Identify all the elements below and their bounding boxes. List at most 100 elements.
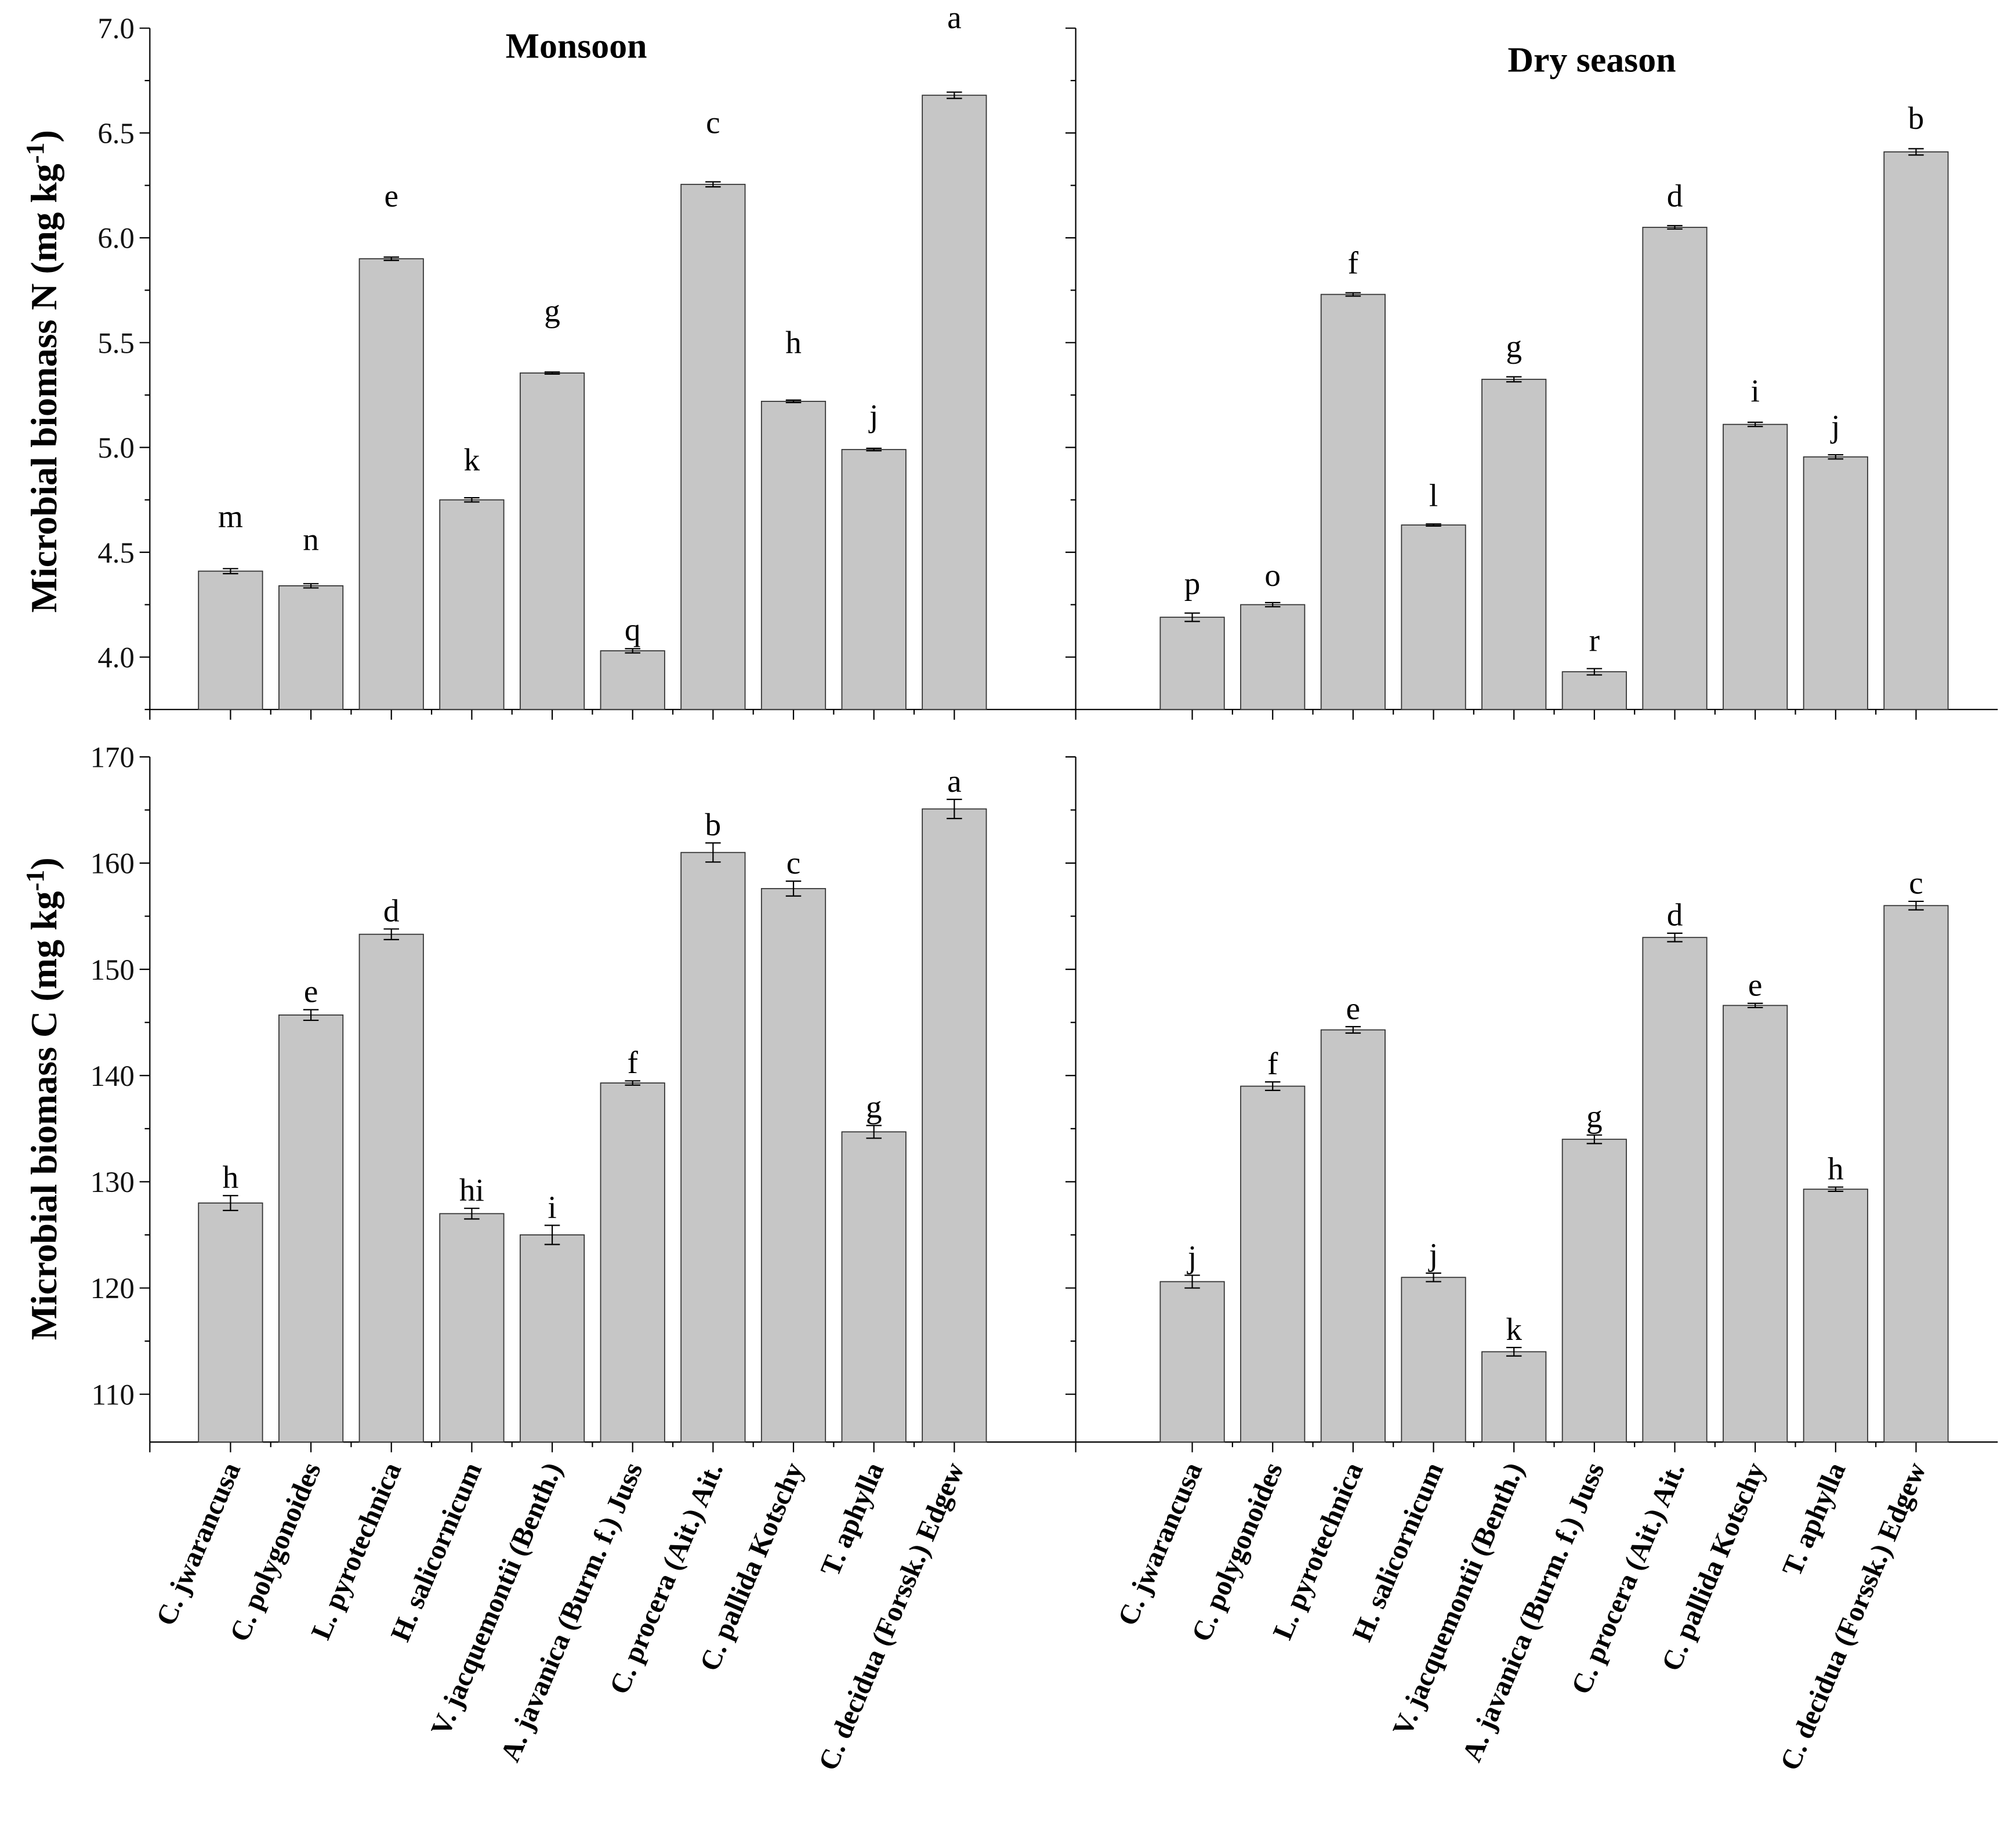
bar — [519, 372, 585, 711]
y-tick-label: 160 — [90, 847, 135, 880]
x-category-label: A. javanica (Burm. f.) Juss — [494, 1458, 648, 1766]
bar — [841, 449, 907, 711]
bar — [1883, 905, 1949, 1443]
significance-letter: j — [1428, 1237, 1438, 1273]
significance-letter: g — [1586, 1099, 1603, 1135]
significance-letter: e — [384, 178, 398, 213]
bar — [1320, 293, 1386, 711]
significance-letter: g — [544, 293, 560, 329]
y-axis-label-nitrogen: Microbial biomass N (mg kg-1) — [21, 130, 64, 613]
bar — [439, 1213, 505, 1443]
significance-letter: d — [1667, 178, 1683, 213]
bar — [278, 585, 344, 711]
significance-letter: c — [706, 104, 720, 140]
significance-letter: f — [1348, 245, 1359, 280]
significance-letter: b — [705, 807, 722, 842]
bar — [680, 851, 746, 1443]
bar — [1642, 227, 1708, 711]
bar — [600, 1082, 665, 1443]
significance-letter: g — [866, 1089, 882, 1125]
significance-letter: r — [1589, 622, 1600, 658]
significance-letter: f — [628, 1045, 639, 1080]
bar — [1401, 524, 1466, 711]
y-tick-label: 150 — [90, 954, 135, 986]
bar — [1159, 1281, 1225, 1443]
bar — [1401, 1277, 1466, 1443]
bar — [922, 808, 987, 1443]
bar — [1723, 1005, 1788, 1443]
significance-letter: k — [464, 442, 480, 477]
x-category-label: C. decidua (Forssk.) Edgew — [812, 1458, 970, 1774]
significance-letter: j — [1830, 408, 1840, 444]
bar — [1883, 151, 1949, 711]
bar — [1561, 671, 1627, 711]
significance-letter: q — [625, 612, 641, 647]
significance-letter: h — [223, 1159, 239, 1195]
bar — [198, 1202, 263, 1443]
significance-letter: o — [1264, 557, 1281, 593]
y-tick-label: 140 — [90, 1060, 135, 1092]
significance-letter: j — [1187, 1239, 1197, 1274]
bar — [680, 183, 746, 711]
x-category-label: C. jwarancusa — [1112, 1458, 1209, 1630]
bar — [760, 888, 827, 1443]
bar — [1320, 1029, 1386, 1443]
bar — [841, 1131, 907, 1443]
significance-letter: f — [1267, 1046, 1278, 1081]
significance-letter: i — [1750, 373, 1759, 408]
y-tick-label: 4.5 — [97, 537, 134, 569]
x-category-label: A. javanica (Burm. f.) Juss — [1456, 1458, 1610, 1766]
bar — [760, 401, 827, 711]
title-monsoon: Monsoon — [506, 26, 647, 66]
bar — [1240, 604, 1306, 711]
significance-letter: a — [947, 0, 961, 35]
title-dry-season: Dry season — [1507, 41, 1676, 80]
bar — [358, 258, 424, 711]
bar — [439, 499, 505, 711]
y-axis-label-carbon: Microbial biomass C (mg kg-1) — [21, 857, 64, 1340]
significance-letter: c — [1909, 865, 1923, 901]
bar — [1561, 1139, 1627, 1443]
significance-letter: n — [303, 522, 319, 557]
bar — [1159, 617, 1225, 711]
y-tick-label: 5.5 — [97, 327, 134, 359]
y-tick-label: 6.5 — [97, 117, 134, 150]
bar — [1803, 456, 1868, 711]
significance-letter: p — [1184, 566, 1201, 601]
significance-letter: hi — [459, 1172, 484, 1208]
significance-letter: e — [304, 973, 318, 1009]
bar — [358, 933, 424, 1443]
significance-letter: h — [785, 325, 802, 360]
significance-letter: i — [548, 1189, 556, 1224]
significance-letter: g — [1506, 329, 1522, 364]
significance-letter: k — [1506, 1311, 1522, 1347]
bar — [1481, 1351, 1547, 1443]
y-tick-label: 120 — [90, 1272, 135, 1305]
bar — [1723, 423, 1788, 711]
x-category-label: C. jwarancusa — [150, 1458, 247, 1630]
bar — [922, 95, 987, 711]
bar — [600, 650, 665, 711]
significance-letter: b — [1908, 100, 1924, 136]
y-tick-label: 4.0 — [97, 641, 134, 673]
bar — [278, 1014, 344, 1443]
significance-letter: e — [1346, 991, 1361, 1026]
bar — [519, 1234, 585, 1443]
significance-letter: d — [1667, 897, 1683, 933]
bar — [1240, 1085, 1306, 1443]
significance-letter: c — [786, 845, 801, 880]
bar — [1642, 937, 1708, 1443]
significance-letter: d — [383, 893, 400, 928]
y-tick-label: 130 — [90, 1166, 135, 1198]
bar — [1803, 1188, 1868, 1443]
bar — [198, 570, 263, 711]
y-tick-label: 7.0 — [97, 12, 134, 45]
x-category-label: T. aphylla — [814, 1458, 890, 1581]
significance-letter: h — [1828, 1151, 1844, 1186]
y-tick-label: 5.0 — [97, 432, 134, 464]
y-tick-label: 6.0 — [97, 222, 134, 255]
significance-letter: j — [868, 398, 878, 433]
significance-letter: l — [1429, 478, 1438, 513]
x-category-label: C. decidua (Forssk.) Edgew — [1774, 1458, 1933, 1774]
